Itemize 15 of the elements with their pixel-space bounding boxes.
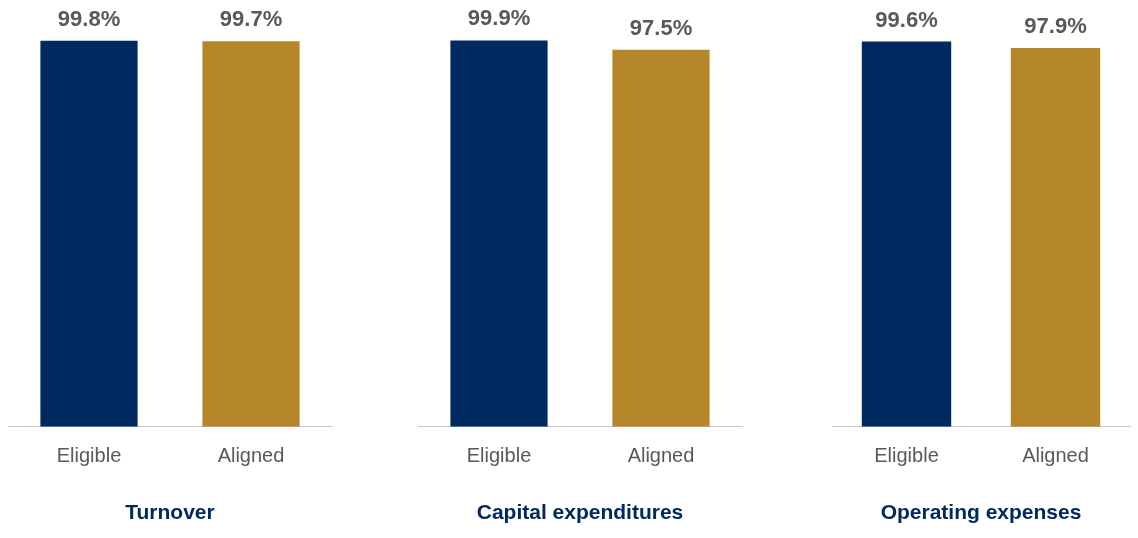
x-axis-title: Turnover bbox=[125, 500, 215, 524]
data-label: 99.9% bbox=[467, 5, 531, 31]
data-label: 97.9% bbox=[1024, 13, 1087, 39]
x-tick-label: Aligned bbox=[217, 444, 285, 467]
x-axis-title: Capital expenditures bbox=[476, 500, 684, 524]
data-label: 99.8% bbox=[57, 5, 121, 31]
x-tick-label: Aligned bbox=[627, 444, 695, 467]
x-tick-label: Eligible bbox=[874, 444, 939, 467]
x-tick-label: Eligible bbox=[56, 444, 122, 467]
data-label: 99.7% bbox=[219, 6, 283, 32]
data-label: 99.6% bbox=[875, 6, 938, 32]
x-tick-label: Eligible bbox=[466, 444, 532, 467]
x-tick-label: Aligned bbox=[1022, 444, 1089, 467]
x-axis-title: Operating expenses bbox=[880, 500, 1082, 524]
data-label: 97.5% bbox=[629, 14, 693, 40]
